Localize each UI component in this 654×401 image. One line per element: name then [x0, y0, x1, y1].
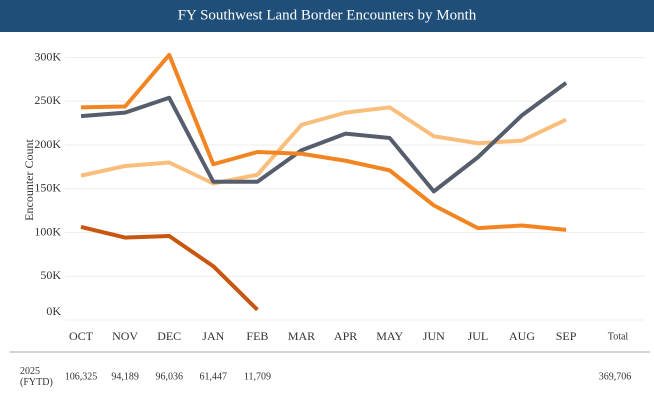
series-line	[80, 52, 567, 232]
table-row-label: 2025 (FYTD)	[20, 366, 53, 388]
x-tick-label: JAN	[202, 329, 224, 343]
y-tick-label: 50K	[40, 268, 61, 282]
y-tick-label: 100K	[34, 224, 61, 238]
series-line	[80, 225, 259, 312]
y-tick-label: 250K	[34, 93, 61, 107]
chart-title: FY Southwest Land Border Encounters by M…	[178, 7, 477, 23]
title-bar	[0, 0, 654, 32]
x-tick-label: SEP	[556, 329, 577, 343]
x-tick-label: JUN	[423, 329, 445, 343]
table-total: 369,706	[599, 371, 632, 382]
y-tick-label: 200K	[34, 137, 61, 151]
table-cell: 11,709	[244, 371, 271, 382]
y-tick-label: 150K	[34, 181, 61, 195]
table-cell: 96,036	[155, 371, 183, 382]
table-cell: 94,189	[111, 371, 139, 382]
x-tick-label: APR	[334, 329, 357, 343]
y-tick-label: 300K	[34, 49, 61, 63]
x-tick-label: FEB	[246, 329, 268, 343]
x-tick-label: DEC	[157, 329, 181, 343]
x-tick-label: NOV	[112, 329, 138, 343]
series-line	[80, 105, 567, 186]
x-tick-label: AUG	[509, 329, 535, 343]
table-cell: 61,447	[200, 371, 228, 382]
x-tick-label: OCT	[69, 329, 94, 343]
x-tick-label: MAR	[288, 329, 315, 343]
y-tick-label: 0K	[46, 304, 61, 318]
table-cell: 106,325	[65, 371, 98, 382]
table-header: Total	[608, 331, 629, 342]
y-axis-title: Encounter Count	[22, 139, 36, 221]
x-tick-label: JUL	[468, 329, 489, 343]
series-line	[80, 81, 568, 194]
x-tick-label: MAY	[376, 329, 403, 343]
